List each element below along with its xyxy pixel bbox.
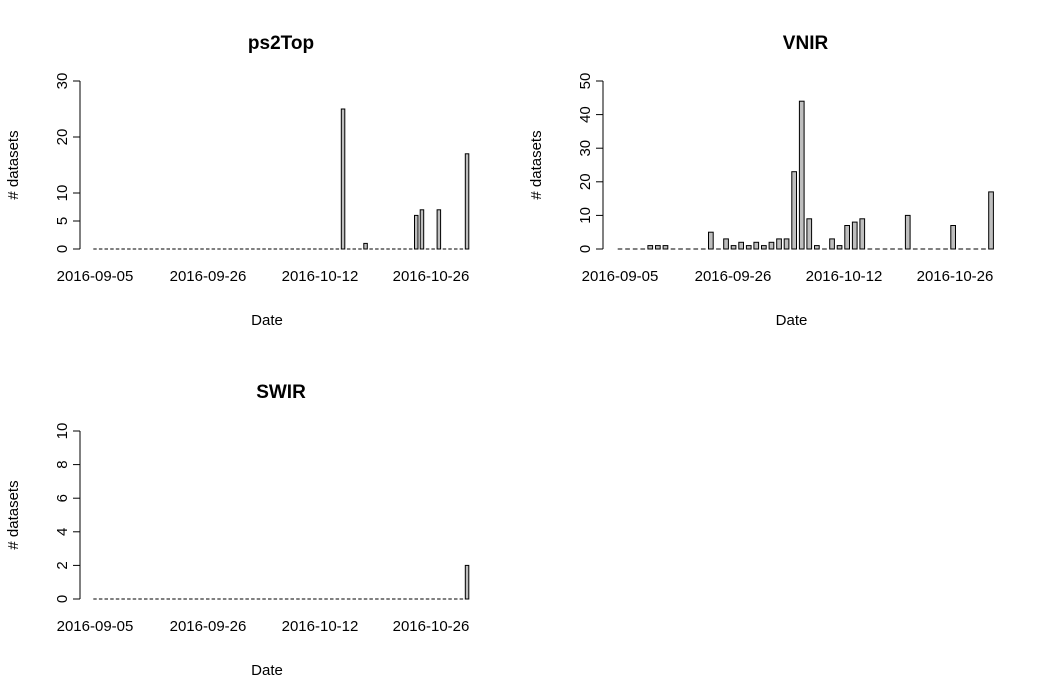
x-tick-label: 2016-09-26: [695, 268, 772, 285]
bar: [363, 242, 368, 250]
bar: [950, 225, 956, 250]
y-tick-label: 30: [577, 140, 594, 157]
x-tick-label: 2016-10-12: [806, 268, 883, 285]
y-tick-label: 20: [577, 173, 594, 190]
x-tick-label: 2016-10-26: [393, 268, 470, 285]
x-tick-label: 2016-10-12: [282, 268, 359, 285]
y-tick-label: 0: [54, 595, 71, 603]
chart-title: ps2Top: [248, 33, 314, 54]
y-tick-label: 30: [54, 73, 71, 90]
y-tick-label: 10: [54, 423, 71, 440]
bar: [768, 241, 775, 250]
bar: [814, 245, 820, 250]
y-tick-label: 2: [54, 561, 71, 569]
x-axis-label: Date: [251, 662, 283, 679]
x-tick-label: 2016-09-05: [57, 618, 134, 635]
bar: [414, 214, 419, 250]
bar: [647, 245, 654, 250]
chart-title: VNIR: [783, 33, 829, 54]
x-tick-label: 2016-09-05: [582, 268, 659, 285]
bar: [464, 564, 470, 600]
bar: [340, 108, 346, 250]
chart-title: SWIR: [256, 382, 306, 403]
y-tick-label: 50: [577, 73, 594, 90]
y-tick-label: 10: [577, 207, 594, 224]
bar: [904, 214, 911, 250]
bar: [783, 238, 790, 250]
y-tick-label: 20: [54, 129, 71, 146]
x-tick-label: 2016-10-26: [393, 618, 470, 635]
bar: [464, 153, 470, 250]
x-tick-label: 2016-10-26: [917, 268, 994, 285]
bar: [655, 245, 661, 250]
y-tick-label: 5: [54, 217, 71, 225]
y-tick-label: 40: [577, 106, 594, 123]
x-axis-label: Date: [776, 312, 808, 329]
bar: [662, 245, 669, 250]
x-tick-label: 2016-09-26: [170, 618, 247, 635]
bar: [844, 225, 850, 250]
bar: [836, 245, 843, 250]
bar: [738, 241, 744, 250]
bar: [723, 238, 729, 250]
bar: [798, 100, 805, 250]
x-tick-label: 2016-09-05: [57, 268, 134, 285]
bar: [745, 245, 752, 250]
bar: [753, 241, 760, 250]
x-axis-label: Date: [251, 312, 283, 329]
bar: [851, 221, 858, 250]
bar: [730, 245, 737, 250]
bar: [829, 238, 835, 250]
y-tick-label: 4: [54, 528, 71, 536]
bar: [776, 238, 782, 250]
y-tick-label: 6: [54, 494, 71, 502]
y-tick-label: 0: [577, 245, 594, 253]
bar: [859, 218, 866, 250]
bar: [761, 245, 767, 250]
bar: [436, 209, 442, 250]
x-tick-label: 2016-09-26: [170, 268, 247, 285]
x-tick-label: 2016-10-12: [282, 618, 359, 635]
bar: [708, 231, 714, 250]
bar: [806, 218, 813, 250]
y-tick-label: 8: [54, 460, 71, 468]
y-axis-label: # datasets: [528, 130, 545, 199]
bar: [988, 191, 994, 250]
bar: [791, 171, 797, 250]
y-axis-label: # datasets: [5, 480, 22, 549]
bar: [419, 209, 425, 250]
y-tick-label: 10: [54, 185, 71, 202]
y-axis-label: # datasets: [5, 130, 22, 199]
y-tick-label: 0: [54, 245, 71, 253]
